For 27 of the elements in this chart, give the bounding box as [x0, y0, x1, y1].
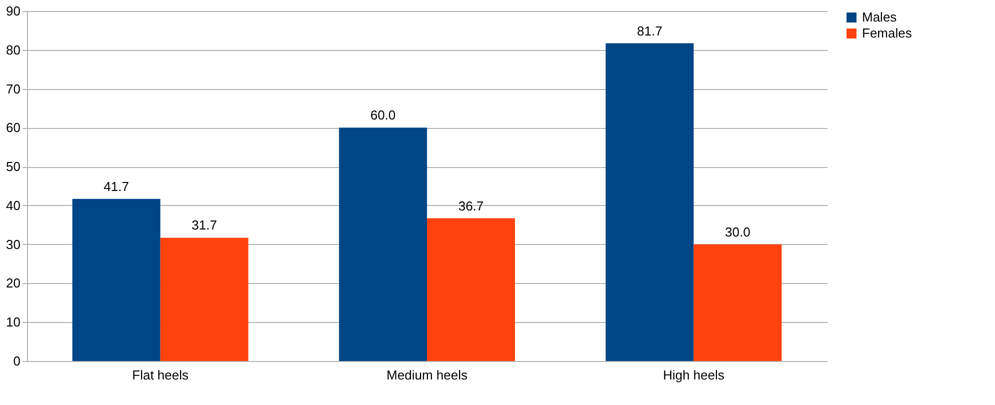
x-tick-label: High heels: [662, 368, 725, 382]
data-label: 81.7: [637, 23, 662, 38]
legend-label: Males: [862, 10, 898, 24]
bar: [427, 218, 515, 361]
bar: [694, 244, 782, 361]
bar: [339, 128, 427, 361]
data-label: 41.7: [104, 178, 129, 194]
bar: [606, 43, 694, 361]
y-tick-label: 90: [6, 4, 20, 18]
legend-label: Females: [862, 26, 912, 40]
bar: [72, 198, 160, 361]
data-label: 31.7: [192, 218, 217, 233]
y-tick-label: 50: [6, 159, 20, 174]
data-label: 60.0: [370, 108, 396, 123]
y-tick-label: 80: [6, 42, 20, 58]
y-tick-label: 60: [6, 120, 20, 136]
data-label: 30.0: [725, 224, 750, 240]
x-tick-label: Medium heels: [386, 368, 468, 382]
y-tick-label: 20: [6, 276, 20, 291]
bar: [160, 238, 248, 361]
data-label: 36.7: [458, 198, 484, 214]
y-tick-label: 40: [6, 198, 20, 213]
x-tick-label: Flat heels: [132, 368, 190, 382]
y-tick-label: 30: [6, 236, 20, 252]
y-tick-label: 70: [6, 81, 20, 96]
y-tick-label: 0: [13, 354, 20, 368]
y-tick-label: 10: [6, 314, 20, 330]
